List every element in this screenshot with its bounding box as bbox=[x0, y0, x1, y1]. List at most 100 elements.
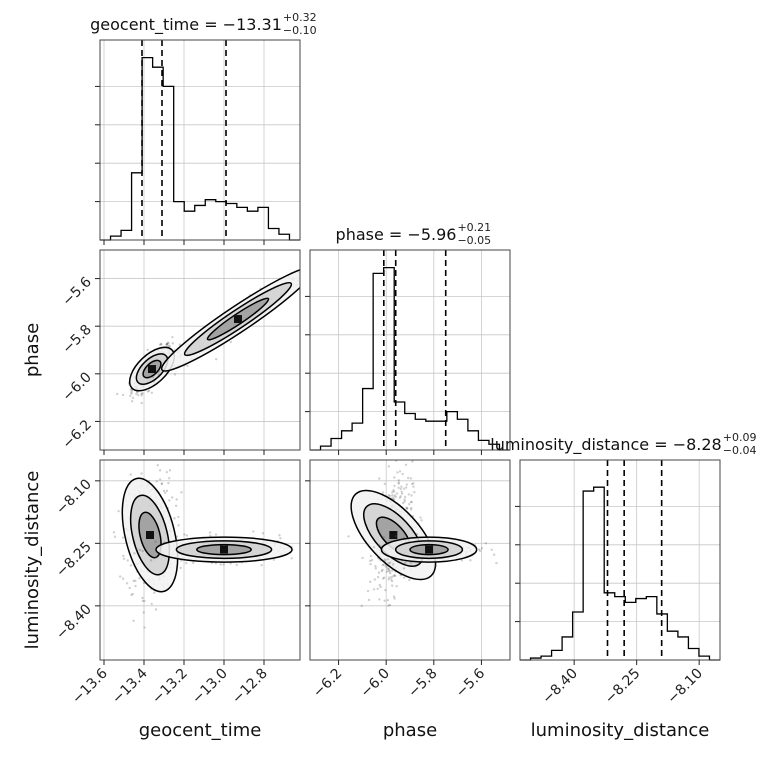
scatter-phase-vs-luminosity-distance-point bbox=[382, 536, 385, 539]
scatter-geocent-time-vs-phase-point bbox=[150, 391, 154, 395]
scatter-geocent-time-vs-luminosity-distance-point bbox=[112, 531, 116, 534]
scatter-phase-vs-luminosity-distance-point bbox=[403, 561, 407, 565]
scatter-geocent-time-vs-phase-peak-1 bbox=[234, 315, 242, 324]
scatter-phase-vs-luminosity-distance-point bbox=[399, 487, 402, 491]
scatter-geocent-time-vs-luminosity-distance-point bbox=[311, 555, 313, 557]
hist-luminosity-distance-xtick-label-2: −8.10 bbox=[664, 666, 706, 708]
scatter-geocent-time-vs-phase-point bbox=[115, 392, 119, 396]
scatter-geocent-time-vs-luminosity-distance-point bbox=[177, 524, 180, 527]
scatter-phase-vs-luminosity-distance-point bbox=[378, 477, 381, 480]
scatter-phase-vs-luminosity-distance-point bbox=[400, 490, 403, 494]
scatter-phase-vs-luminosity-distance-point bbox=[393, 484, 396, 488]
scatter-geocent-time-vs-luminosity-distance-point bbox=[278, 534, 281, 537]
scatter-phase-vs-luminosity-distance-point bbox=[347, 535, 350, 538]
scatter-geocent-time-vs-luminosity-distance-point bbox=[180, 491, 183, 494]
hist-luminosity-distance-title: luminosity_distance = −8.28 +0.09−0.04 bbox=[490, 431, 756, 457]
scatter-geocent-time-vs-phase-point bbox=[167, 342, 170, 345]
scatter-geocent-time-vs-luminosity-distance-point bbox=[141, 596, 144, 600]
scatter-phase-vs-luminosity-distance-point bbox=[385, 570, 389, 574]
scatter-phase-vs-luminosity-distance-xtick-label-1: −6.0 bbox=[358, 666, 393, 701]
scatter-geocent-time-vs-phase-peak-0 bbox=[148, 365, 156, 374]
scatter-phase-vs-luminosity-distance-point bbox=[381, 568, 384, 572]
scatter-geocent-time-vs-phase-point bbox=[148, 376, 152, 379]
scatter-phase-vs-luminosity-distance-point bbox=[384, 588, 387, 592]
scatter-geocent-time-vs-phase-point bbox=[168, 344, 171, 348]
scatter-phase-vs-luminosity-distance-point bbox=[386, 567, 390, 571]
scatter-phase-vs-luminosity-distance-point bbox=[384, 565, 387, 568]
scatter-phase-vs-luminosity-distance-point bbox=[382, 563, 385, 567]
scatter-geocent-time-vs-luminosity-distance-point bbox=[315, 553, 317, 555]
scatter-phase-vs-luminosity-distance-point bbox=[402, 567, 406, 570]
scatter-geocent-time-vs-luminosity-distance-point bbox=[121, 577, 125, 580]
scatter-geocent-time-vs-phase-point bbox=[165, 343, 168, 346]
scatter-phase-vs-luminosity-distance-point bbox=[411, 460, 414, 463]
scatter-phase-vs-luminosity-distance-xtick-label-2: −5.8 bbox=[405, 666, 440, 701]
scatter-geocent-time-vs-luminosity-distance-point bbox=[177, 515, 180, 519]
scatter-geocent-time-vs-luminosity-distance-point bbox=[129, 564, 133, 567]
scatter-geocent-time-vs-phase-point bbox=[147, 389, 151, 392]
hist-luminosity-distance-frame bbox=[519, 459, 721, 661]
scatter-geocent-time-vs-luminosity-distance-point bbox=[192, 561, 195, 565]
scatter-geocent-time-vs-luminosity-distance-point bbox=[174, 504, 178, 508]
scatter-geocent-time-vs-phase-point bbox=[140, 401, 143, 405]
scatter-phase-vs-luminosity-distance-point bbox=[406, 476, 410, 480]
scatter-phase-vs-luminosity-distance-point bbox=[477, 548, 481, 551]
scatter-phase-vs-luminosity-distance-point bbox=[405, 483, 409, 486]
scatter-phase-vs-luminosity-distance-point bbox=[391, 494, 394, 497]
scatter-geocent-time-vs-phase-point bbox=[140, 394, 143, 397]
scatter-geocent-time-vs-luminosity-distance-point bbox=[209, 534, 212, 537]
scatter-phase-vs-luminosity-distance-point bbox=[402, 576, 406, 579]
hist-geocent-time-histogram bbox=[100, 56, 300, 241]
scatter-phase-vs-luminosity-distance-frame bbox=[309, 459, 511, 661]
scatter-geocent-time-vs-luminosity-distance-ytick-label-1: −8.25 bbox=[53, 539, 95, 581]
scatter-phase-vs-luminosity-distance-point bbox=[404, 463, 408, 467]
scatter-phase-vs-luminosity-distance-point bbox=[379, 585, 382, 589]
scatter-phase-vs-luminosity-distance-peak-1 bbox=[425, 545, 434, 554]
scatter-phase-vs-luminosity-distance-point bbox=[395, 585, 398, 588]
scatter-geocent-time-vs-luminosity-distance-point bbox=[134, 579, 137, 583]
scatter-geocent-time-vs-luminosity-distance-point bbox=[173, 517, 176, 520]
scatter-phase-vs-luminosity-distance-point bbox=[372, 545, 376, 549]
scatter-geocent-time-vs-luminosity-distance-point bbox=[185, 561, 188, 565]
scatter-geocent-time-vs-luminosity-distance-point bbox=[175, 535, 179, 538]
scatter-phase-vs-luminosity-distance-point bbox=[377, 571, 381, 574]
scatter-geocent-time-vs-luminosity-distance-point bbox=[316, 550, 318, 552]
scatter-geocent-time-vs-luminosity-distance-xtick-label-4: −12.8 bbox=[229, 666, 271, 708]
scatter-geocent-time-vs-phase-point bbox=[327, 268, 329, 270]
scatter-geocent-time-vs-luminosity-distance-point bbox=[95, 547, 97, 549]
svg-text:luminosity_distance = −8.28: luminosity_distance = −8.28 bbox=[490, 435, 721, 455]
scatter-phase-vs-luminosity-distance-point bbox=[370, 558, 374, 562]
scatter-phase-vs-luminosity-distance-point bbox=[395, 492, 399, 495]
scatter-phase-vs-luminosity-distance-point bbox=[490, 548, 493, 551]
scatter-geocent-time-vs-phase-point bbox=[300, 282, 302, 284]
scatter-phase-vs-luminosity-distance-point bbox=[484, 542, 488, 545]
scatter-phase-vs-luminosity-distance-point bbox=[360, 604, 363, 608]
scatter-phase-vs-luminosity-distance-point bbox=[387, 494, 390, 497]
scatter-phase-vs-luminosity-distance-point bbox=[397, 479, 400, 482]
scatter-phase-vs-luminosity-distance-point bbox=[480, 547, 484, 550]
scatter-geocent-time-vs-luminosity-distance-point bbox=[175, 498, 178, 501]
scatter-phase-vs-luminosity-distance-point bbox=[388, 561, 392, 564]
scatter-phase-vs-luminosity-distance-point bbox=[387, 569, 390, 572]
scatter-phase-vs-luminosity-distance-point bbox=[388, 494, 392, 498]
scatter-geocent-time-vs-phase-point bbox=[128, 383, 131, 387]
scatter-geocent-time-vs-phase-point bbox=[229, 340, 232, 344]
scatter-geocent-time-vs-phase-point bbox=[129, 388, 133, 391]
scatter-geocent-time-vs-luminosity-distance-point bbox=[155, 480, 159, 483]
scatter-geocent-time-vs-phase-point bbox=[136, 390, 139, 394]
scatter-geocent-time-vs-phase-point bbox=[318, 268, 320, 270]
scatter-phase-vs-luminosity-distance-point bbox=[469, 559, 472, 562]
scatter-phase-vs-luminosity-distance-samples bbox=[347, 460, 498, 608]
scatter-geocent-time-vs-luminosity-distance-point bbox=[141, 549, 144, 553]
scatter-geocent-time-vs-phase-point bbox=[140, 392, 143, 396]
scatter-phase-vs-luminosity-distance-point bbox=[403, 500, 406, 503]
hist-geocent-time-frame bbox=[99, 39, 301, 241]
scatter-phase-vs-luminosity-distance-point bbox=[394, 574, 397, 578]
scatter-phase-vs-luminosity-distance-point bbox=[377, 575, 380, 579]
scatter-geocent-time-vs-phase-point bbox=[171, 342, 175, 345]
scatter-geocent-time-vs-luminosity-distance-point bbox=[130, 593, 133, 597]
scatter-phase-vs-luminosity-distance-point bbox=[390, 575, 393, 579]
y-axis-label-phase: phase bbox=[22, 323, 43, 377]
scatter-phase-vs-luminosity-distance-point bbox=[410, 482, 414, 486]
scatter-phase-vs-luminosity-distance-point bbox=[388, 572, 392, 575]
